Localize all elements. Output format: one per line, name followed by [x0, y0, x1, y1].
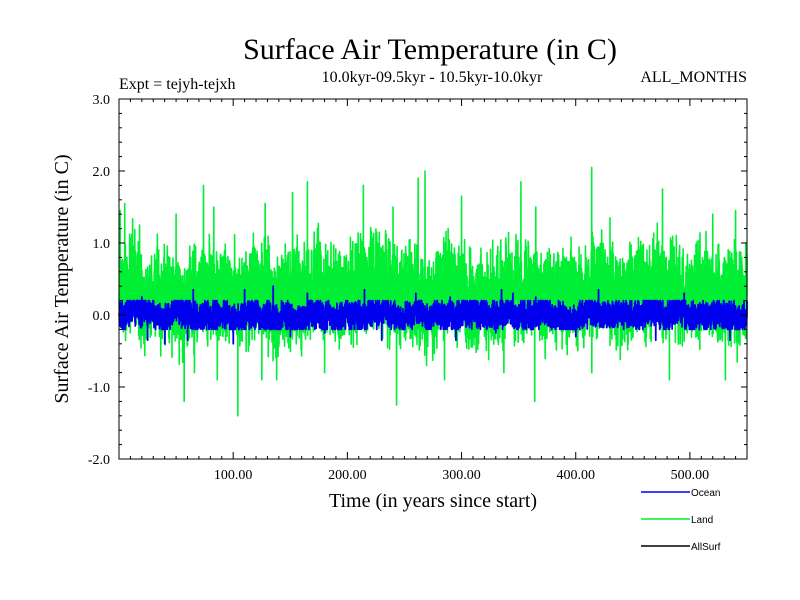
ocean-series: [118, 285, 748, 345]
x-axis: 100.00 200.00 300.00 400.00 500.00: [129, 99, 737, 483]
y-tick-label: 3.0: [93, 93, 111, 108]
y-tick-label: -1.0: [88, 381, 110, 396]
y-axis-label: Surface Air Temperature (in C): [51, 154, 73, 403]
y-axis: -2.0 -1.0 0.0 1.0 2.0 3.0: [88, 93, 747, 468]
chart-title: Surface Air Temperature (in C): [243, 33, 617, 66]
x-axis-label: Time (in years since start): [329, 490, 537, 512]
period-label: 10.0kyr-09.5kyr - 10.5kyr-10.0kyr: [322, 69, 543, 86]
land-line: [118, 166, 748, 417]
plot-frame: [118, 98, 748, 460]
ocean-line: [118, 285, 748, 345]
months-label: ALL_MONTHS: [640, 69, 747, 86]
x-tick-label: 200.00: [328, 468, 367, 483]
x-tick-label: 500.00: [671, 468, 710, 483]
x-tick-label: 300.00: [442, 468, 481, 483]
legend-label-allsurf: AllSurf: [691, 542, 721, 553]
land-series: [118, 166, 748, 417]
legend-label-ocean: Ocean: [691, 488, 720, 499]
y-tick-label: 2.0: [93, 165, 111, 180]
experiment-label: Expt = tejyh-tejxh: [119, 76, 236, 93]
x-tick-label: 400.00: [556, 468, 595, 483]
x-tick-label: 100.00: [214, 468, 253, 483]
legend: Ocean Land AllSurf: [641, 488, 721, 553]
y-tick-label: 1.0: [93, 237, 111, 252]
legend-label-land: Land: [691, 515, 713, 526]
y-tick-label: -2.0: [88, 453, 110, 468]
y-tick-label: 0.0: [93, 309, 111, 324]
